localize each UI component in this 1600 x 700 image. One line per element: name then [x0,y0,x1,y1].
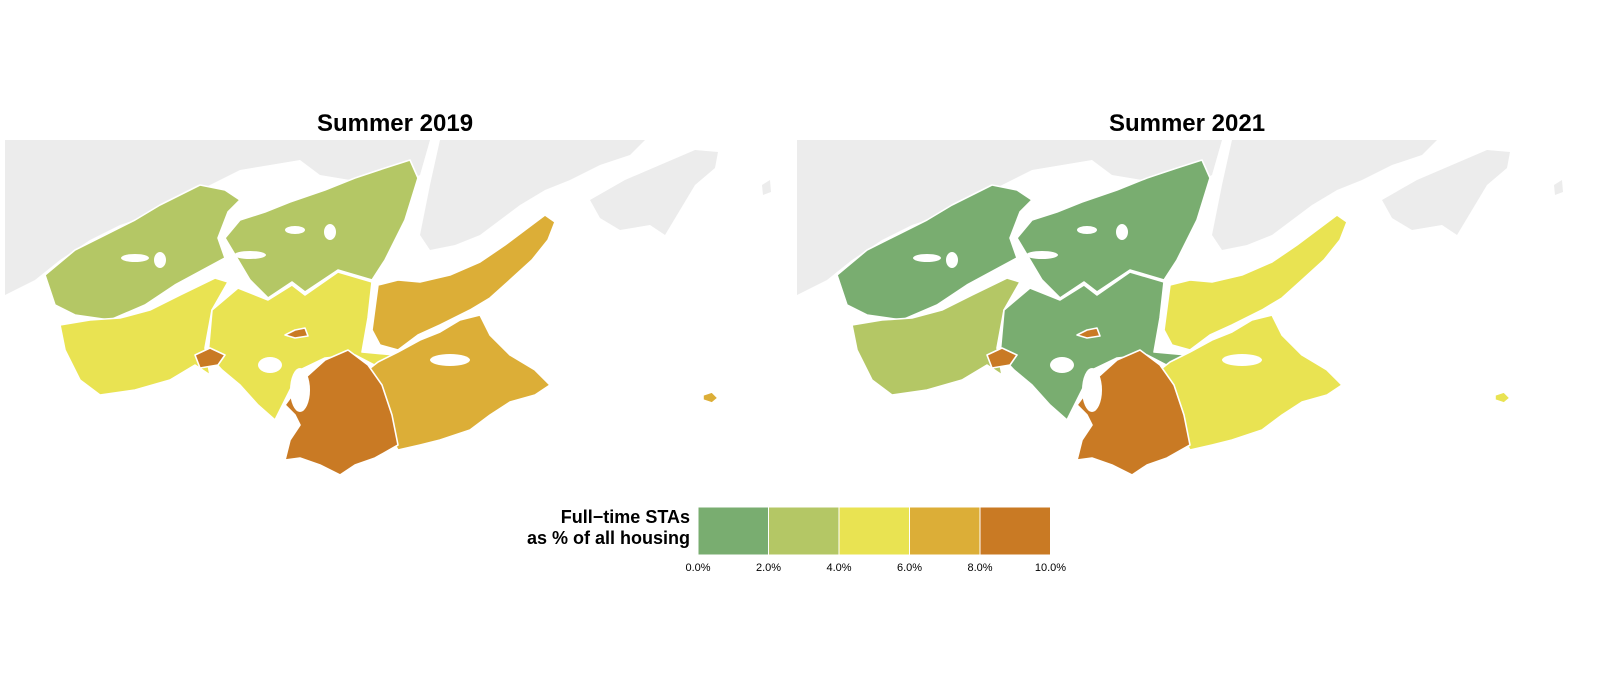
neighbouring-land [797,140,1563,295]
lake-3 [1116,224,1128,240]
region-south [284,349,399,476]
lake-3 [324,224,336,240]
legend-swatch-2 [838,506,910,556]
lake-0 [154,252,166,268]
legend-swatch-3 [909,506,981,556]
legend-title-line1: Full−time STAs [560,507,690,527]
region-south [1076,349,1191,476]
background-land-2 [590,150,718,235]
lake-6 [290,368,310,412]
legend-tick-label: 8.0% [967,562,992,574]
lake-6 [1082,368,1102,412]
regions [836,159,1511,476]
map-title-2021: Summer 2021 [1108,110,1266,137]
legend-tick-label: 0.0% [685,562,710,574]
region-small-island [1494,391,1511,404]
region-east-mainland [1163,214,1348,351]
background-land-2 [1382,150,1510,235]
lake-7 [430,354,470,366]
region-center-enclave [1076,327,1101,339]
background-land-3 [1554,180,1563,195]
map-panel-2019: Summer 2019 [0,100,790,490]
lake-4 [234,251,266,259]
lake-2 [285,226,305,234]
map-title-2019: Summer 2019 [316,110,474,137]
regions [44,159,719,476]
legend-color-bar: 0.0% 2.0% 4.0% 6.0% 8.0% 10.0% [685,506,1066,574]
region-east-peninsula [1146,314,1343,451]
choropleth-map-2021 [797,140,1563,476]
legend-swatch-4 [979,506,1051,556]
region-north-central [224,159,419,299]
lake-5 [258,357,282,373]
lake-2 [1077,226,1097,234]
background-land-3 [762,180,771,195]
background-land-0 [797,140,1222,295]
legend-tick-label: 6.0% [897,562,922,574]
region-west-shore [59,277,229,396]
legend-title-line2: as % of all housing [526,528,690,548]
legend-swatch-1 [768,506,840,556]
neighbouring-land [5,140,771,295]
region-small-island [702,391,719,404]
legend-title: Full−time STAs as % of all housing [527,507,690,549]
lake-5 [1050,357,1074,373]
background-land-1 [1212,140,1437,250]
legend-tick-label: 10.0% [1035,562,1066,574]
region-north-central [1016,159,1211,299]
legend-tick-label: 4.0% [826,562,851,574]
background-land-0 [5,140,430,295]
region-west-enclave [986,347,1018,369]
lake-1 [121,254,149,262]
region-east-peninsula [354,314,551,451]
color-legend: Full−time STAs as % of all housing 0.0% 2… [510,505,1070,585]
legend-tick-label: 2.0% [756,562,781,574]
choropleth-map-2019 [5,140,771,476]
lake-4 [1026,251,1058,259]
region-center-enclave [284,327,309,339]
region-east-mainland [371,214,556,351]
legend-swatch-0 [697,506,769,556]
lake-0 [946,252,958,268]
region-west-shore [851,277,1021,396]
map-panel-2021: Summer 2021 [792,100,1582,490]
region-west-enclave [194,347,226,369]
lake-7 [1222,354,1262,366]
lake-1 [913,254,941,262]
background-land-1 [420,140,645,250]
